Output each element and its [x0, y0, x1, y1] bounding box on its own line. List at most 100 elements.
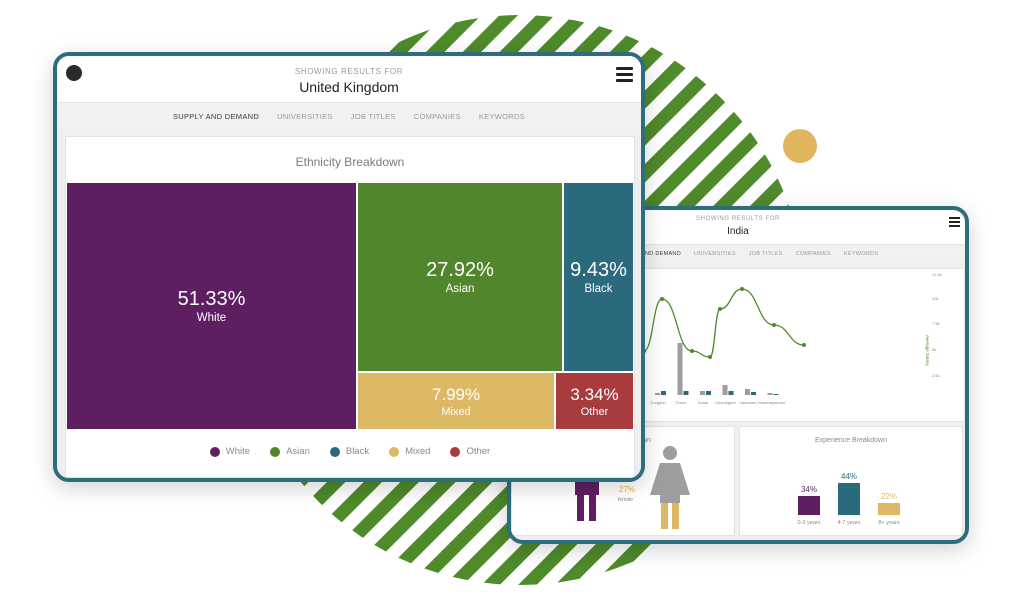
tab-universities[interactable]: UNIVERSITIES — [693, 250, 736, 257]
ethnicity-legend: White Asian Black Mixed Other — [66, 446, 634, 457]
legend-item-other[interactable]: Other — [450, 446, 490, 457]
legend-item-asian[interactable]: Asian — [270, 446, 310, 457]
salary-bar[interactable] — [722, 385, 728, 395]
experience-title: Experience Breakdown — [815, 437, 887, 444]
salary-point[interactable] — [660, 297, 664, 301]
legend-swatch — [389, 446, 400, 457]
x-tick-label: Thane — [674, 400, 687, 405]
treemap-tile-black[interactable]: 9.43% Black — [563, 182, 634, 372]
tab-supply-and-demand[interactable]: AND DEMAND — [641, 250, 681, 257]
experience-card: Experience Breakdown 34% 0-3 years 44% 4-7 … — [739, 426, 963, 536]
treemap-category-label: White — [196, 312, 227, 324]
x-tick-label: Chandigarh — [715, 400, 736, 405]
salary-bar[interactable] — [655, 393, 660, 395]
experience-bar[interactable] — [838, 483, 860, 515]
legend-swatch — [329, 446, 340, 457]
legend-label: White — [225, 446, 251, 457]
experience-value-label: 34% — [800, 485, 817, 494]
tablet-united-kingdom: SHOWING RESULTS FOR United Kingdom SUPPL… — [53, 52, 645, 482]
salary-bar[interactable] — [677, 343, 683, 395]
tab-universities[interactable]: UNIVERSITIES — [277, 111, 333, 121]
salary-point[interactable] — [718, 307, 722, 311]
tab-supply-and-demand[interactable]: SUPPLY AND DEMAND — [172, 111, 260, 121]
salary-point[interactable] — [740, 287, 744, 291]
legend-label: Mixed — [405, 446, 431, 457]
treemap-tile-white[interactable]: 51.33% White — [66, 182, 357, 430]
accent-dot-decoration — [783, 129, 817, 163]
treemap-value-label: 51.33% — [177, 288, 246, 310]
ethnicity-title: Ethnicity Breakdown — [295, 155, 405, 169]
female-figure-icon — [650, 446, 690, 529]
tab-keywords[interactable]: KEYWORDS — [478, 111, 526, 121]
treemap-tile-asian[interactable]: 27.92% Asian — [357, 182, 563, 372]
gender-title: wn — [642, 437, 651, 444]
salary-bar[interactable] — [728, 391, 734, 395]
experience-bar[interactable] — [878, 503, 900, 515]
uk-tab-nav: SUPPLY AND DEMAND UNIVERSITIES JOB TITLE… — [57, 103, 641, 129]
salary-bar[interactable] — [700, 391, 705, 395]
experience-category-label: 0-3 years — [797, 520, 821, 526]
legend-swatch — [450, 446, 461, 457]
ethnicity-card: Ethnicity Breakdown 51.33% White 27.92% Asi… — [65, 136, 635, 478]
female-label: female — [618, 497, 634, 503]
legend-label: Other — [466, 446, 491, 457]
experience-bar[interactable] — [798, 496, 820, 515]
showing-results-label: SHOWING RESULTS FOR — [696, 216, 780, 222]
tab-job-titles[interactable]: JOB TITLES — [350, 111, 396, 121]
legend-item-black[interactable]: Black — [329, 446, 370, 457]
x-tick-label: Gurgaon — [650, 400, 666, 405]
y-tick-label: 5k — [932, 347, 937, 352]
country-title: India — [727, 226, 749, 237]
y-tick-label: 7.5k — [932, 321, 940, 326]
treemap-tile-other[interactable]: 3.34% Other — [555, 372, 634, 430]
y-tick-label: 12.5k — [932, 272, 942, 277]
country-title: United Kingdom — [299, 79, 399, 95]
treemap-value-label: 27.92% — [426, 259, 494, 281]
salary-bar[interactable] — [661, 391, 666, 395]
uk-header: SHOWING RESULTS FOR United Kingdom — [57, 56, 641, 103]
x-tick-label: Noida — [697, 400, 709, 405]
treemap-category-label: Other — [580, 405, 609, 418]
uk-body: Ethnicity Breakdown 51.33% White 27.92% Asi… — [57, 129, 641, 478]
salary-bar[interactable] — [767, 393, 773, 395]
salary-bar[interactable] — [751, 392, 756, 395]
tab-job-titles[interactable]: JOB TITLES — [748, 250, 783, 257]
tab-companies[interactable]: COMPANIES — [795, 250, 831, 257]
salary-point[interactable] — [690, 349, 694, 353]
treemap-category-label: Black — [584, 283, 613, 295]
india-header: SHOWING RESULTS FOR India — [511, 210, 965, 245]
ethnicity-treemap: 51.33% White 27.92% Asian 9.43% Black 7.99% Mix… — [66, 182, 634, 430]
salary-point[interactable] — [772, 323, 776, 327]
treemap-category-label: Mixed — [441, 405, 471, 418]
treemap-tile-mixed[interactable]: 7.99% Mixed — [357, 372, 555, 430]
hamburger-menu-icon[interactable] — [616, 67, 633, 82]
legend-swatch — [270, 446, 281, 457]
treemap-value-label: 9.43% — [570, 259, 627, 281]
salary-axis-label: Average Salary — [925, 335, 930, 366]
x-tick-label: Visakhapatnam — [757, 400, 786, 405]
y-tick-label: 2.5k — [932, 373, 940, 378]
salary-bar[interactable] — [773, 394, 779, 395]
experience-category-label: 4-7 years — [837, 520, 861, 526]
legend-label: Asian — [286, 446, 310, 457]
treemap-value-label: 3.34% — [570, 384, 619, 404]
experience-value-label: 22% — [880, 492, 897, 501]
salary-bar[interactable] — [683, 391, 689, 395]
hamburger-menu-icon[interactable] — [949, 217, 960, 228]
salary-bar[interactable] — [745, 389, 750, 395]
showing-results-label: SHOWING RESULTS FOR — [294, 67, 404, 76]
salary-bar[interactable] — [706, 391, 711, 395]
experience-chart: 34% 0-3 years 44% 4-7 years 22% 8+ years — [740, 427, 962, 535]
legend-item-mixed[interactable]: Mixed — [389, 446, 430, 457]
legend-item-white[interactable]: White — [209, 446, 251, 457]
legend-label: Black — [345, 446, 370, 457]
female-percent: 27% — [619, 485, 636, 494]
salary-point[interactable] — [708, 355, 712, 359]
x-tick-label: Vadodara — [739, 400, 757, 405]
experience-category-label: 8+ years — [878, 520, 900, 526]
tab-companies[interactable]: COMPANIES — [413, 111, 461, 121]
tab-keywords[interactable]: KEYWORDS — [843, 250, 879, 257]
experience-value-label: 44% — [840, 472, 857, 481]
camera-icon — [66, 65, 82, 81]
salary-point[interactable] — [802, 343, 806, 347]
